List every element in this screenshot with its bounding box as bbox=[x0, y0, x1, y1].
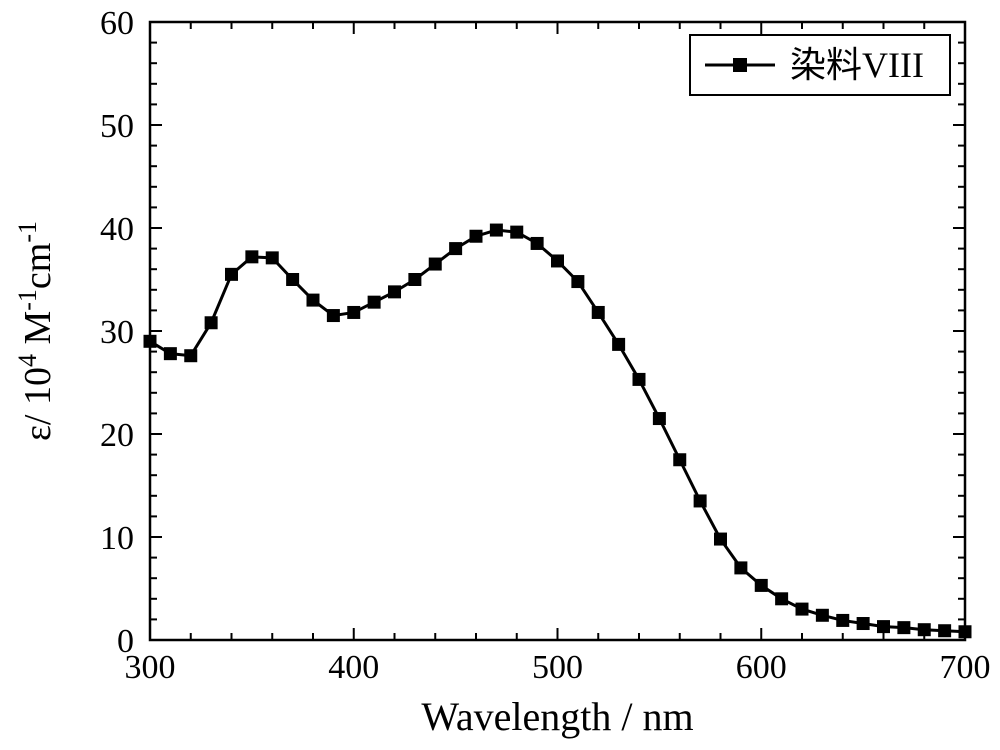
series-marker bbox=[266, 252, 278, 264]
series-marker bbox=[409, 274, 421, 286]
series-marker bbox=[348, 306, 360, 318]
series-marker bbox=[776, 593, 788, 605]
series-marker bbox=[205, 317, 217, 329]
series-marker bbox=[490, 224, 502, 236]
x-tick-label: 700 bbox=[940, 649, 991, 686]
x-axis-title: Wavelength / nm bbox=[421, 694, 693, 739]
series-marker bbox=[226, 268, 238, 280]
x-tick-label: 500 bbox=[532, 649, 583, 686]
series-marker bbox=[164, 348, 176, 360]
x-tick-label: 400 bbox=[328, 649, 379, 686]
y-tick-label: 40 bbox=[100, 211, 134, 248]
series-marker bbox=[918, 624, 930, 636]
series-marker bbox=[796, 603, 808, 615]
y-tick-label: 50 bbox=[100, 108, 134, 145]
series-marker bbox=[368, 296, 380, 308]
series-marker bbox=[755, 579, 767, 591]
series-line bbox=[150, 230, 965, 632]
y-tick-label: 60 bbox=[100, 5, 134, 42]
series-marker bbox=[389, 286, 401, 298]
x-tick-label: 600 bbox=[736, 649, 787, 686]
y-axis-title: ε/ 104 M-1cm-1 bbox=[13, 221, 60, 441]
legend-marker bbox=[733, 58, 747, 72]
y-tick-label: 30 bbox=[100, 314, 134, 351]
series-marker bbox=[857, 618, 869, 630]
series-marker bbox=[816, 609, 828, 621]
series-marker bbox=[715, 533, 727, 545]
series-marker bbox=[898, 622, 910, 634]
series-marker bbox=[694, 495, 706, 507]
series-marker bbox=[837, 614, 849, 626]
series-marker bbox=[511, 226, 523, 238]
series-marker bbox=[327, 310, 339, 322]
y-tick-label: 10 bbox=[100, 520, 134, 557]
y-tick-label: 0 bbox=[117, 623, 134, 660]
series-marker bbox=[735, 562, 747, 574]
series-marker bbox=[592, 306, 604, 318]
series-marker bbox=[878, 621, 890, 633]
series-marker bbox=[307, 294, 319, 306]
series-marker bbox=[674, 454, 686, 466]
series-marker bbox=[613, 338, 625, 350]
series-marker bbox=[653, 413, 665, 425]
series-marker bbox=[633, 373, 645, 385]
absorption-spectrum-chart: 3004005006007000102030405060Wavelength /… bbox=[0, 0, 1000, 750]
y-tick-label: 20 bbox=[100, 417, 134, 454]
series-marker bbox=[287, 274, 299, 286]
chart-container: 3004005006007000102030405060Wavelength /… bbox=[0, 0, 1000, 750]
series-marker bbox=[450, 243, 462, 255]
series-marker bbox=[531, 237, 543, 249]
series-marker bbox=[185, 350, 197, 362]
series-marker bbox=[572, 276, 584, 288]
series-marker bbox=[939, 625, 951, 637]
legend-label: 染料VIII bbox=[790, 45, 924, 85]
series-marker bbox=[144, 335, 156, 347]
series-marker bbox=[246, 251, 258, 263]
series-marker bbox=[552, 255, 564, 267]
series-marker bbox=[429, 258, 441, 270]
series-marker bbox=[470, 230, 482, 242]
series-marker bbox=[959, 626, 971, 638]
